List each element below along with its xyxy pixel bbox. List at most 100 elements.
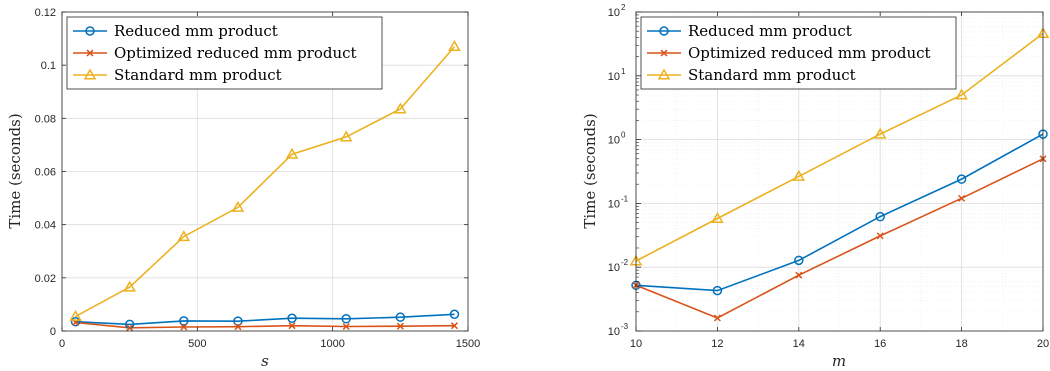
series-line-2 <box>75 46 456 318</box>
y-tick-exponent: -2 <box>621 258 629 267</box>
series-2-point <box>448 40 461 52</box>
series-line-0 <box>635 133 1044 292</box>
y-tick-label: 10 <box>608 198 620 210</box>
series-0-point <box>956 174 967 184</box>
right-axes-box <box>635 11 1044 332</box>
legend-marker-2 <box>83 68 97 80</box>
series-2-point <box>394 102 407 114</box>
series-1-point <box>958 194 966 202</box>
legend-marker-2 <box>657 68 671 80</box>
x-tick-label: 10 <box>630 338 642 350</box>
left-chart: 0 500 1000 1500 0 0.02 0.04 0.06 0.08 0.1 0.12 s T… <box>6 7 480 370</box>
right-legend-box <box>640 16 957 90</box>
right-series-lines <box>635 32 1044 319</box>
series-0-point <box>712 285 723 296</box>
series-2-point <box>177 230 191 242</box>
series-1-point <box>876 232 884 240</box>
y-tick-exponent: -1 <box>621 194 629 203</box>
left-legend-label-0: Reduced mm product <box>114 22 278 40</box>
series-0-point <box>449 309 460 320</box>
series-0-point <box>794 255 804 266</box>
series-2-point <box>231 200 245 212</box>
x-tick-label: 20 <box>1037 338 1049 350</box>
x-tick-label: 1500 <box>456 338 480 350</box>
x-tick-label: 500 <box>188 338 206 350</box>
series-0-point <box>341 314 351 324</box>
y-tick-label: 10 <box>608 135 620 147</box>
x-tick-label: 1000 <box>320 338 344 350</box>
y-tick-exponent: -3 <box>621 322 629 331</box>
y-tick-label: 0.12 <box>35 7 56 19</box>
y-tick-exponent: 0 <box>621 131 626 140</box>
series-2-point <box>69 309 82 321</box>
x-tick-label: 12 <box>711 338 723 350</box>
left-y-axis-label: Time (seconds) <box>6 113 24 228</box>
left-tick-marks <box>61 11 469 332</box>
series-0-point <box>875 211 885 222</box>
left-tick-labels: 0 500 1000 1500 0 0.02 0.04 0.06 0.08 0.1 0.12 <box>35 7 481 350</box>
y-tick-label: 10 <box>608 71 620 83</box>
series-1-point <box>234 323 242 331</box>
x-tick-label: 16 <box>874 338 886 350</box>
left-legend: Reduced mm product Optimized reduced mm … <box>66 16 383 90</box>
legend-marker-0 <box>85 26 95 36</box>
series-1-point <box>713 314 721 322</box>
y-tick-label: 0.08 <box>35 113 56 125</box>
series-2-point <box>873 127 887 139</box>
series-line-2 <box>635 32 1044 262</box>
series-line-1 <box>75 321 455 329</box>
y-tick-label: 10 <box>608 262 620 274</box>
y-tick-exponent: 1 <box>621 67 626 76</box>
series-2-point <box>792 169 806 181</box>
right-tick-marks <box>635 11 1044 332</box>
y-tick-label: 0 <box>50 326 56 338</box>
y-tick-label: 0.06 <box>35 167 56 179</box>
left-series-markers <box>69 40 461 332</box>
left-legend-label-2: Standard mm product <box>114 66 282 84</box>
x-tick-label: 18 <box>955 338 967 350</box>
series-1-point <box>396 322 404 330</box>
y-tick-label: 0.02 <box>35 273 56 285</box>
legend-marker-0 <box>659 26 669 36</box>
left-legend-label-1: Optimized reduced mm product <box>114 44 357 62</box>
legend-marker-1 <box>86 49 94 57</box>
series-1-point <box>126 324 134 332</box>
series-line-1 <box>635 158 1044 319</box>
y-tick-exponent: 2 <box>621 3 626 12</box>
series-1-point <box>795 271 803 279</box>
right-legend-label-2: Standard mm product <box>688 66 856 84</box>
series-2-point <box>711 211 724 223</box>
right-legend-label-0: Reduced mm product <box>688 22 852 40</box>
series-1-point <box>180 323 188 331</box>
right-legend-label-1: Optimized reduced mm product <box>688 44 931 62</box>
series-2-point <box>339 130 353 142</box>
series-0-point <box>395 312 406 322</box>
y-tick-label: 0.1 <box>41 60 56 72</box>
series-2-point <box>955 88 968 100</box>
series-2-point <box>123 280 136 292</box>
series-2-point <box>285 147 299 159</box>
series-0-point <box>233 316 243 326</box>
right-legend: Reduced mm product Optimized reduced mm … <box>640 16 957 90</box>
right-x-axis-label: m <box>832 352 846 370</box>
left-series-lines <box>75 46 456 329</box>
x-tick-label: 0 <box>59 338 65 350</box>
series-1-point <box>342 322 350 331</box>
series-0-point <box>287 313 297 323</box>
right-y-axis-label: Time (seconds) <box>581 113 599 228</box>
series-1-point <box>288 322 296 330</box>
series-0-point <box>70 316 81 327</box>
x-tick-label: 14 <box>793 338 805 350</box>
series-1-point <box>450 322 458 330</box>
series-line-0 <box>75 313 455 326</box>
series-0-point <box>179 316 189 326</box>
left-x-axis-label: s <box>261 352 269 370</box>
y-tick-label: 0.04 <box>35 220 56 232</box>
legend-marker-1 <box>660 49 668 57</box>
y-tick-label: 10 <box>608 7 620 19</box>
left-legend-box <box>66 16 383 90</box>
y-tick-label: 10 <box>608 326 620 338</box>
